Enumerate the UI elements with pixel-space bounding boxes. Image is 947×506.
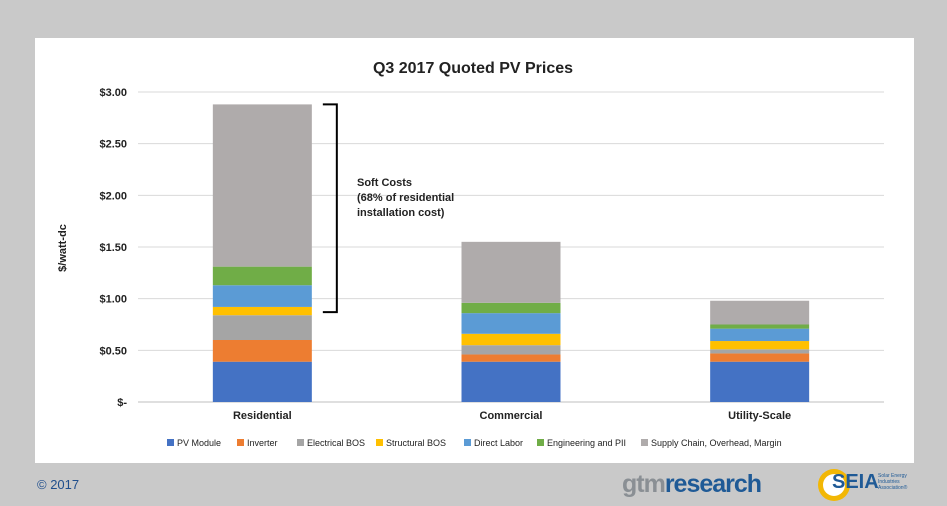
bar-segment: [212, 315, 312, 340]
legend: PV Module Inverter Electrical BOS Structura…: [167, 438, 782, 448]
seia-logo-sun-icon: [818, 469, 850, 501]
bar-segment: [710, 353, 810, 362]
bar-segment: [710, 341, 810, 350]
bar-segment: [212, 361, 312, 402]
legend-swatch: [297, 439, 304, 446]
annotation-text: (68% of residential: [357, 192, 454, 204]
bar-segment: [461, 313, 561, 334]
bar-segment: [710, 300, 810, 325]
legend-swatch: [464, 439, 471, 446]
bar-segment: [461, 361, 561, 402]
legend-swatch: [537, 439, 544, 446]
y-tick-labels: $- $0.50 $1.00 $1.50 $2.00 $2.50 $3.00: [99, 87, 127, 409]
y-tick-label: $3.00: [99, 87, 127, 99]
y-tick-label: $0.50: [99, 345, 127, 357]
stacked-bar-chart: Q3 2017 Quoted PV Prices $/watt-dc $- $0.…: [57, 60, 884, 448]
x-tick-label: Utility-Scale: [728, 410, 791, 422]
copyright-text: © 2017: [37, 477, 80, 492]
y-tick-label: $1.50: [99, 242, 127, 254]
gtm-logo-part1: gtm: [622, 470, 666, 498]
bar-segment: [212, 266, 312, 286]
bar-segment: [710, 328, 810, 342]
bar-segment: [710, 324, 810, 329]
gtm-logo-part2: research: [664, 470, 762, 498]
bar-segment: [461, 241, 561, 303]
bar-segment: [461, 302, 561, 314]
bar-segment: [461, 345, 561, 355]
gtm-research-logo: gtmresearch: [622, 470, 762, 499]
legend-swatch: [641, 439, 648, 446]
y-tick-label: $-: [117, 397, 127, 409]
legend-label: PV Module: [177, 438, 221, 448]
bar-segment: [461, 333, 561, 346]
chart-title: Q3 2017 Quoted PV Prices: [373, 60, 573, 77]
legend-swatch: [376, 439, 383, 446]
bar-segment: [212, 104, 312, 267]
bar-segment: [212, 306, 312, 316]
x-tick-label: Commercial: [480, 410, 543, 422]
annotation-text: Soft Costs: [357, 177, 412, 189]
bars: [212, 104, 810, 402]
seia-logo-tagline: Solar Energy Industries Association®: [878, 473, 908, 491]
x-tick-label: Residential: [233, 410, 292, 422]
annotation-text: installation cost): [357, 207, 445, 219]
legend-label: Inverter: [247, 438, 278, 448]
legend-swatch: [167, 439, 174, 446]
bar-segment: [461, 354, 561, 362]
soft-costs-annotation: Soft Costs (68% of residential installatio…: [322, 103, 454, 314]
bar-segment: [710, 349, 810, 354]
legend-label: Electrical BOS: [307, 438, 365, 448]
legend-swatch: [237, 439, 244, 446]
y-axis-label: $/watt-dc: [57, 224, 69, 272]
seia-logo-text: SEIA: [832, 471, 879, 493]
x-tick-labels: Residential Commercial Utility-Scale: [233, 410, 791, 422]
soft-costs-bracket: [322, 103, 338, 314]
y-tick-label: $2.50: [99, 139, 127, 151]
y-tick-label: $1.00: [99, 294, 127, 306]
bar-segment: [710, 361, 810, 402]
legend-label: Structural BOS: [386, 438, 446, 448]
legend-label: Direct Labor: [474, 438, 523, 448]
legend-label: Supply Chain, Overhead, Margin: [651, 438, 782, 448]
bar-segment: [212, 285, 312, 307]
y-tick-label: $2.00: [99, 190, 127, 202]
bar-segment: [212, 340, 312, 362]
legend-label: Engineering and PII: [547, 438, 626, 448]
